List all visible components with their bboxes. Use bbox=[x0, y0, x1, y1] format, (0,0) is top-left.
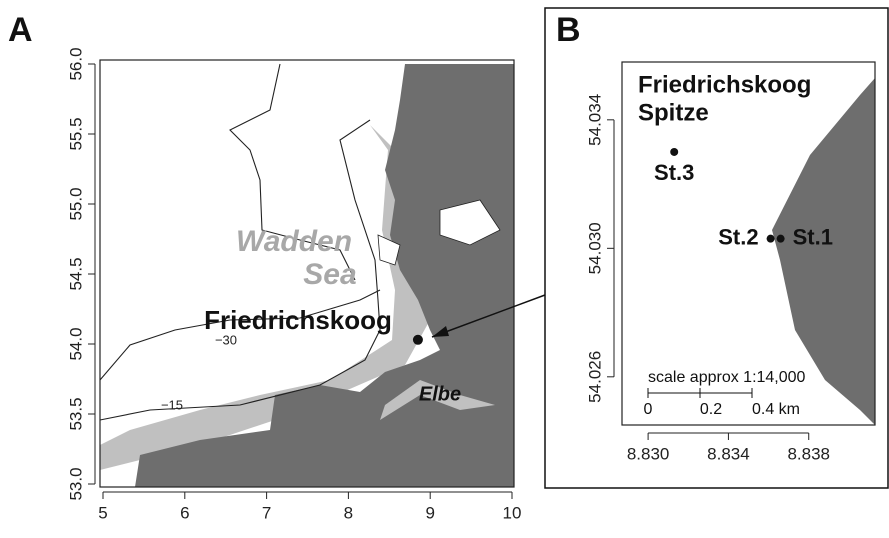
scale-label: 0.2 bbox=[700, 401, 722, 418]
inset-title: Friedrichskoog bbox=[638, 71, 811, 98]
y-tick-label: 54.026 bbox=[585, 351, 604, 403]
wadden-shallows bbox=[100, 125, 430, 470]
x-tick-label: 10 bbox=[503, 503, 522, 522]
y-tick-label: 53.5 bbox=[66, 397, 85, 430]
contour-label: −15 bbox=[161, 397, 183, 412]
location-point bbox=[412, 334, 423, 345]
station bbox=[766, 234, 775, 243]
place-label: Friedrichskoog bbox=[204, 305, 392, 335]
y-tick-label: 53.0 bbox=[66, 467, 85, 500]
elbe-estuary bbox=[380, 380, 495, 420]
panel-label: A bbox=[8, 11, 33, 49]
station bbox=[670, 147, 679, 156]
contour-30 bbox=[99, 289, 381, 381]
sea-label: Wadden bbox=[236, 225, 352, 258]
map-a bbox=[99, 59, 515, 488]
inset-title: Spitze bbox=[638, 99, 709, 126]
station bbox=[776, 234, 785, 243]
y-tick-label: 54.030 bbox=[585, 222, 604, 274]
y-tick-label: 54.034 bbox=[585, 94, 604, 146]
y-tick-label: 54.5 bbox=[66, 257, 85, 290]
river-label: Elbe bbox=[419, 383, 461, 405]
land bbox=[772, 78, 875, 425]
y-tick-label: 55.5 bbox=[66, 117, 85, 150]
islands bbox=[377, 199, 501, 266]
scale-title: scale approx 1:14,000 bbox=[648, 369, 806, 386]
contour-15 bbox=[99, 119, 381, 421]
x-tick-label: 9 bbox=[425, 503, 434, 522]
map-b bbox=[621, 61, 876, 426]
station-label: St.3 bbox=[654, 160, 694, 185]
station-label: St.1 bbox=[793, 224, 833, 249]
x-tick-label: 7 bbox=[262, 503, 271, 522]
contour-line bbox=[229, 63, 356, 281]
scale-label: 0 bbox=[644, 401, 653, 418]
y-tick-label: 54.0 bbox=[66, 327, 85, 360]
frame bbox=[621, 61, 876, 426]
x-tick-label: 8.834 bbox=[707, 444, 750, 463]
frame bbox=[99, 59, 515, 488]
station-label: St.2 bbox=[718, 224, 758, 249]
y-tick-label: 56.0 bbox=[66, 47, 85, 80]
x-tick-label: 5 bbox=[98, 503, 107, 522]
sea-label: Sea bbox=[303, 258, 356, 291]
arrow-head bbox=[432, 326, 449, 337]
scale-label: 0.4 km bbox=[752, 401, 800, 418]
x-tick-label: 8 bbox=[344, 503, 353, 522]
y-tick-label: 55.0 bbox=[66, 187, 85, 220]
x-tick-label: 8.838 bbox=[787, 444, 830, 463]
contour-label: −30 bbox=[215, 332, 237, 347]
x-tick-label: 8.830 bbox=[627, 444, 670, 463]
x-tick-label: 6 bbox=[180, 503, 189, 522]
panel-label: B bbox=[556, 11, 581, 49]
arrow bbox=[431, 294, 546, 338]
